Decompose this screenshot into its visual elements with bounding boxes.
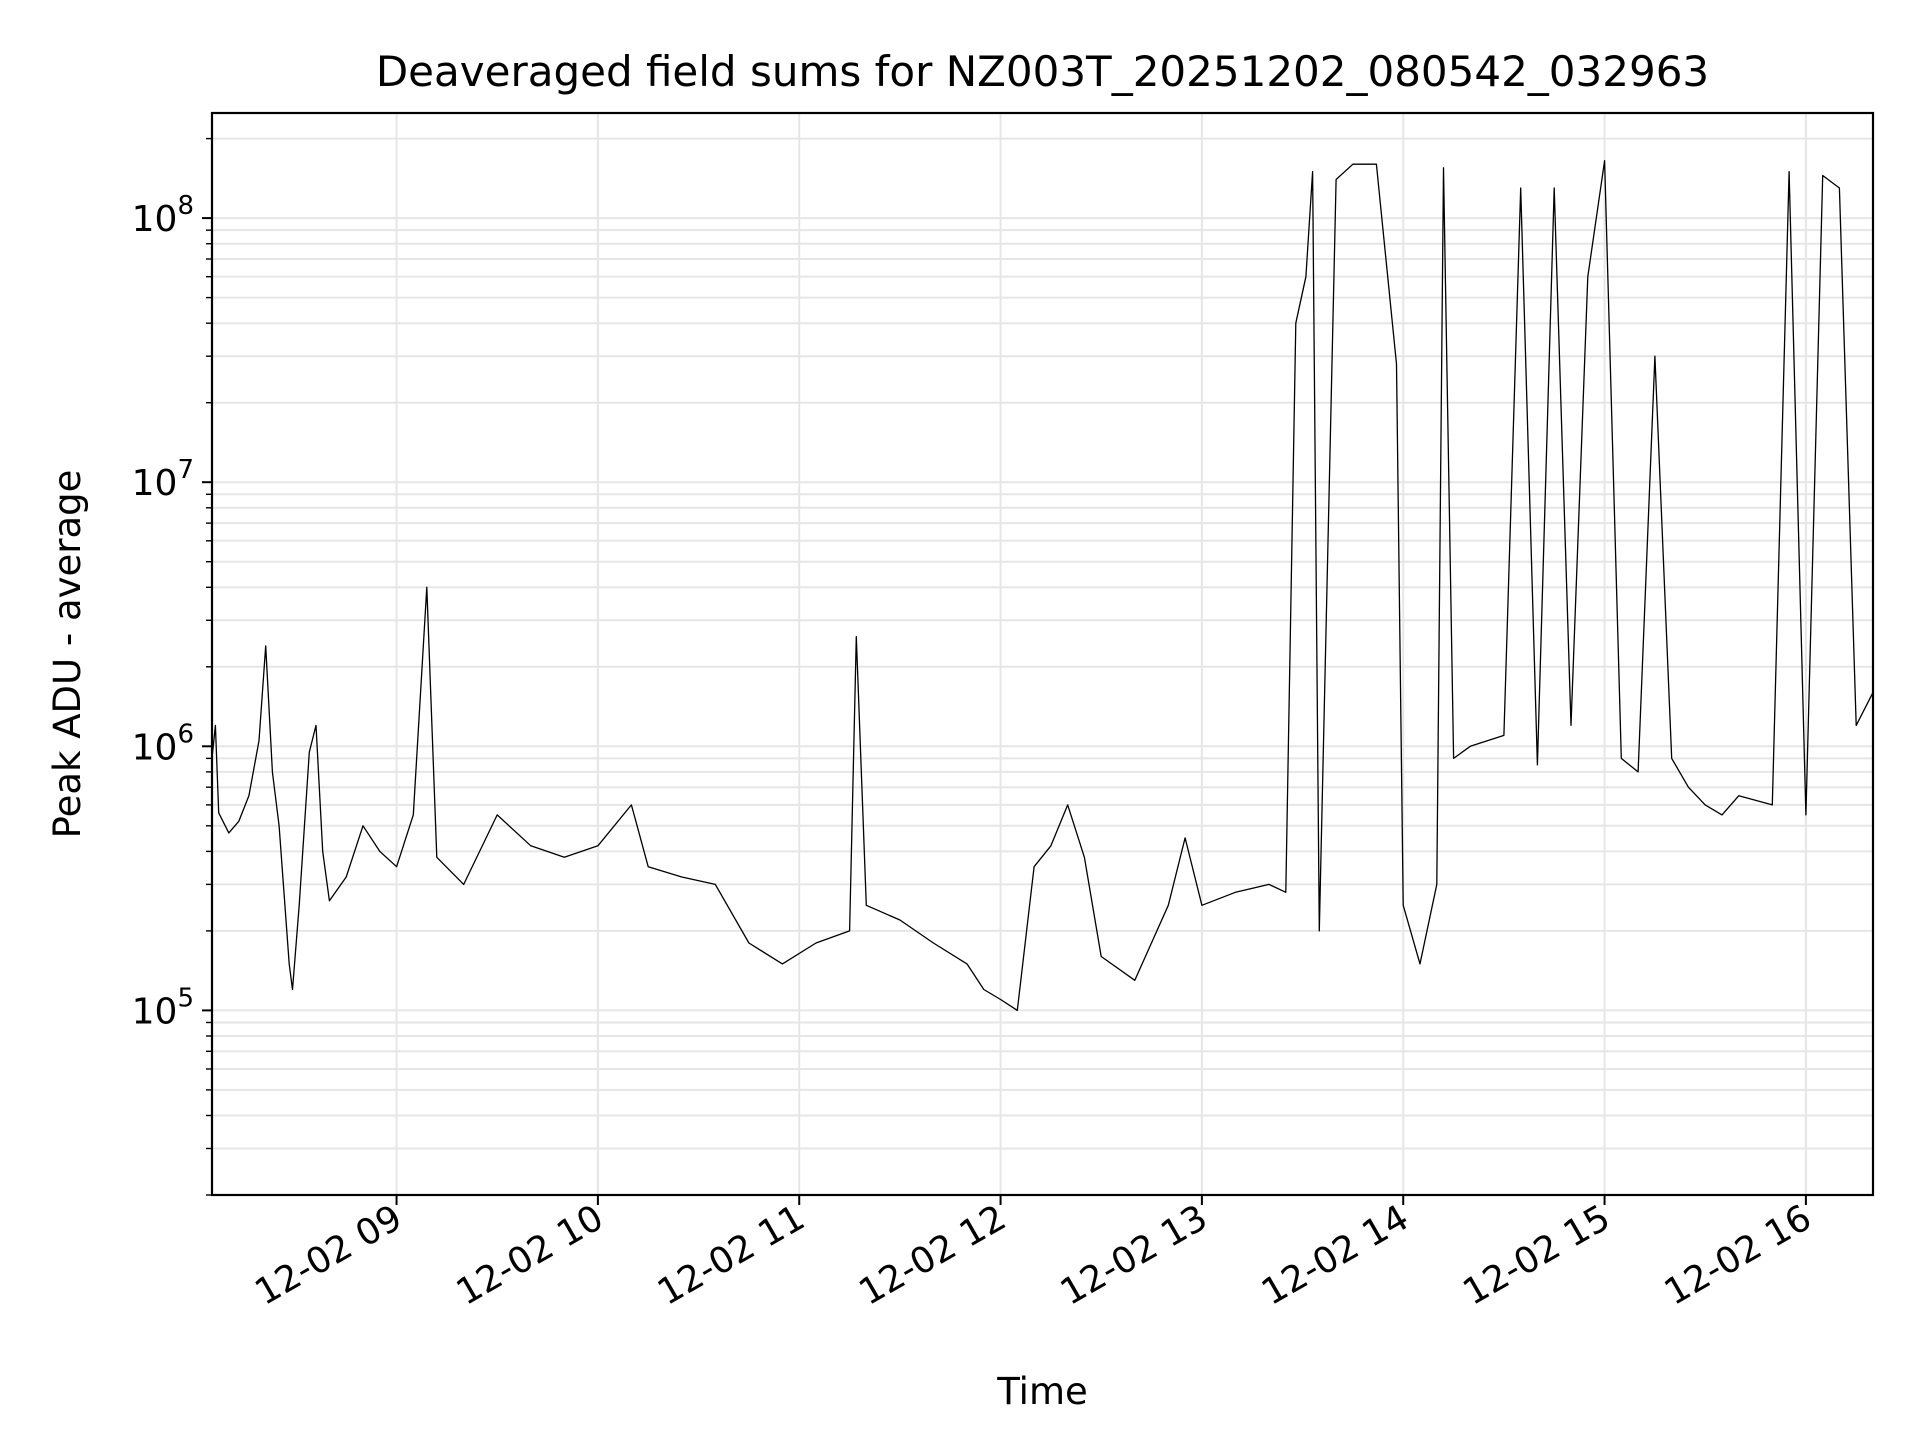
series-line — [211, 160, 1874, 1012]
y-tick-label: 105 — [132, 983, 194, 1032]
tick-marks — [202, 137, 1807, 1205]
y-axis-label: Peak ADU - average — [46, 470, 89, 839]
series-layer — [211, 160, 1874, 1012]
plot-frame — [210, 111, 1875, 1197]
y-tick-label: 107 — [132, 455, 194, 504]
x-axis-label: Time — [996, 1370, 1088, 1413]
chart-title: Deaveraged field sums for NZ003T_2025120… — [376, 47, 1709, 96]
y-tick-label: 106 — [132, 719, 194, 768]
y-tick-label: 108 — [132, 191, 194, 240]
